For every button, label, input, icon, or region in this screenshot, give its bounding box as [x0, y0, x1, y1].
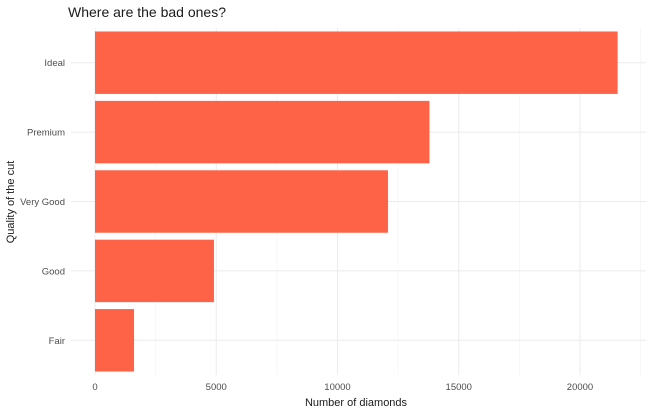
- x-tick-label: 0: [92, 382, 97, 393]
- y-tick-label: Very Good: [20, 197, 65, 208]
- y-tick-label: Premium: [27, 128, 65, 139]
- chart-title: Where are the bad ones?: [68, 4, 226, 20]
- bar-premium: Premium: 13791: [95, 100, 430, 164]
- y-axis-label: Quality of the cut: [5, 161, 17, 244]
- x-axis-label: Number of diamonds: [305, 397, 408, 409]
- y-tick-label: Good: [42, 266, 65, 277]
- y-tick-label: Ideal: [44, 58, 65, 69]
- bar-fair: Fair: 1610: [95, 309, 135, 372]
- x-tick-label: 5000: [206, 382, 227, 393]
- x-tick-label: 20000: [567, 382, 593, 393]
- x-tick-label: 15000: [446, 382, 472, 393]
- x-tick-label: 10000: [324, 382, 350, 393]
- y-tick-labels: Fair Good Very Good Premium Ideal: [20, 58, 65, 347]
- bar-ideal: Ideal: 21551: [95, 31, 618, 94]
- bar-very-good: Very Good: 12082: [95, 170, 388, 233]
- y-tick-label: Fair: [49, 336, 65, 347]
- x-tick-labels: 0 5000 10000 15000 20000: [92, 382, 593, 393]
- bar-good: Good: 4906: [95, 239, 214, 303]
- bars: Fair: 1610 Good: 4906Very Good: 12082Prem…: [95, 31, 618, 372]
